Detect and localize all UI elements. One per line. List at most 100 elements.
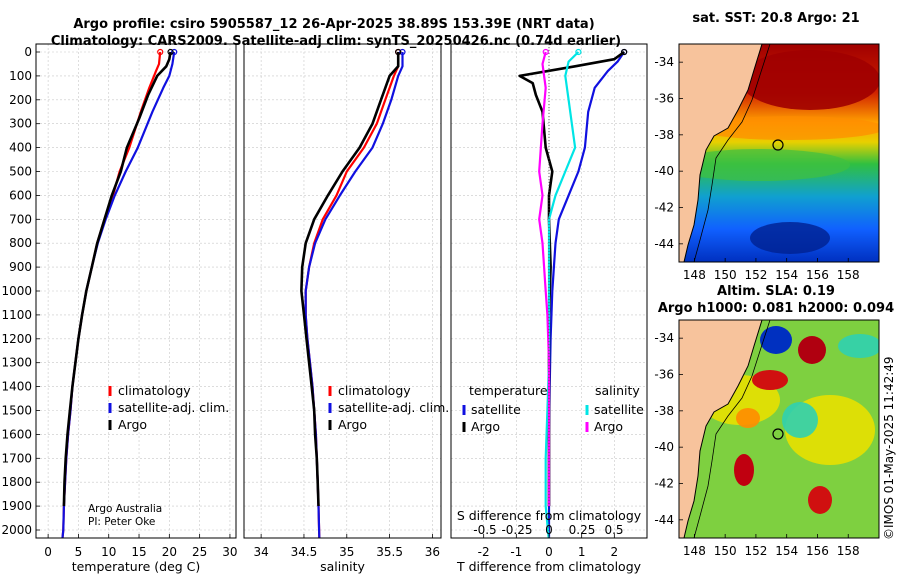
difference-legend-label: satellite <box>594 402 644 417</box>
sla_map-xtick-label: 148 <box>683 544 706 558</box>
difference-line-salinity-satellite <box>544 51 580 538</box>
difference-panel: -2 -1 0 1 2T difference from climatology S di… <box>450 43 648 574</box>
salinity-xlabel: salinity <box>320 559 365 574</box>
difference-top-tick-label: -0.25 <box>501 523 532 537</box>
sla-shelf-contour <box>693 320 771 538</box>
sst_map-xtick-label: 154 <box>775 268 798 282</box>
sst-orange-band <box>695 116 879 140</box>
salinity-surface-marker <box>395 48 402 56</box>
difference-top-tick-label: 0 <box>545 523 553 537</box>
sla_map-xtick-label: 158 <box>837 544 860 558</box>
salinity-xtick-label: 35.5 <box>376 545 403 559</box>
temperature-surface-marker <box>171 48 178 56</box>
sst_map-xtick-label: 150 <box>714 268 737 282</box>
temperature-ytick-label: 1600 <box>1 427 32 441</box>
salinity-legend-label: Argo <box>338 417 367 432</box>
sla-map-title-line2: Argo h1000: 0.081 h2000: 0.094 <box>658 301 894 316</box>
temperature-ytick-label: 600 <box>9 188 32 202</box>
sla_map-ytick-label: -36 <box>654 368 674 382</box>
temperature-legend-label: satellite-adj. clim. <box>118 400 229 415</box>
sla-map-frame <box>678 319 880 539</box>
temperature-ytick-label: 1500 <box>1 404 32 418</box>
sla-red-c <box>734 454 754 486</box>
temperature-ytick-label: 1400 <box>1 380 32 394</box>
sst-argo-marker <box>772 139 784 151</box>
sla_map-xtick-label: 150 <box>714 544 737 558</box>
sla_map-xtick-label: 154 <box>775 544 798 558</box>
difference-legend-label: satellite <box>471 402 521 417</box>
copyright-label: ©IMOS 01-May-2025 11:42:49 <box>882 356 896 540</box>
sst-map-panel: sat. SST: 20.8 Argo: 21 148 150 152 154 156 1… <box>654 11 880 282</box>
salinity-surface-marker <box>399 48 406 56</box>
salinity-xtick-label: 35 <box>339 545 354 559</box>
difference-line-salinity-argo <box>538 51 551 507</box>
sst_map-xtick-label: 152 <box>744 268 767 282</box>
difference-xtick-label: 0 <box>545 545 553 559</box>
temperature-ytick-label: 100 <box>9 69 32 83</box>
sla-land <box>679 320 763 538</box>
sla_map-ytick-label: -42 <box>654 477 674 491</box>
temperature-ytick-label: 1100 <box>1 308 32 322</box>
salinity-xtick-label: 36 <box>425 545 440 559</box>
temperature-ytick-label: 900 <box>9 260 32 274</box>
temperature-surface-marker <box>167 48 174 56</box>
temperature-xtick-label: 30 <box>222 545 237 559</box>
difference-legend-label: Argo <box>471 419 500 434</box>
sst-warm-core <box>740 50 879 110</box>
salinity-grid <box>244 44 441 538</box>
difference-legend-header-salinity: salinity <box>595 383 640 398</box>
temperature-ytick-label: 1000 <box>1 284 32 298</box>
credit-line1: Argo Australia <box>88 503 162 515</box>
salinity-line-climatology <box>304 52 400 538</box>
difference-series-group <box>518 48 628 538</box>
sla-cyan-b <box>782 402 818 438</box>
difference-xtick-label: 1 <box>578 545 586 559</box>
temperature-ytick-label: 800 <box>9 236 32 250</box>
difference-xtick-label: 2 <box>611 545 619 559</box>
difference-surface-marker <box>575 48 582 56</box>
salinity-xtick-label: 34 <box>253 545 268 559</box>
salinity-series-group <box>300 48 406 538</box>
temperature-line-argo <box>62 51 172 507</box>
difference-top-tick-label: 0.25 <box>569 523 596 537</box>
sst_map-xtick-label: 158 <box>837 268 860 282</box>
difference-top-tick-label: -0.5 <box>473 523 496 537</box>
salinity-line-satellite-adj-clim- <box>304 52 404 538</box>
salinity-xtick-label: 34.5 <box>291 545 318 559</box>
sla_map-ytick-label: -44 <box>654 513 674 527</box>
sla_map-ytick-label: -40 <box>654 440 674 454</box>
temperature-ytick-label: 1700 <box>1 451 32 465</box>
sst-land <box>679 44 763 262</box>
temperature-xtick-label: 15 <box>131 545 146 559</box>
sst_map-xtick-label: 148 <box>683 268 706 282</box>
salinity-panel: 34 34.5 35 35.5 36 salinity climatology satelli… <box>243 43 449 574</box>
sst-green-patch <box>679 149 850 181</box>
temperature-ytick-label: 300 <box>9 117 32 131</box>
difference-top-axis-label: S difference from climatology <box>457 508 642 523</box>
difference-surface-marker <box>621 48 628 56</box>
temperature-ytick-label: 400 <box>9 141 32 155</box>
sla-blue-eddy <box>760 326 792 354</box>
sst-map-frame <box>678 43 880 263</box>
difference-xlabel: T difference from climatology <box>456 559 642 574</box>
temperature-legend-label: climatology <box>118 383 191 398</box>
sla-map-panel: Altim. SLA: 0.19 Argo h1000: 0.081 h2000… <box>654 284 894 558</box>
sla_map-ytick-label: -34 <box>654 331 674 345</box>
sst-shelf-contour <box>693 44 771 262</box>
sla-map-title-line1: Altim. SLA: 0.19 <box>717 284 835 299</box>
temperature-xtick-label: 0 <box>44 545 52 559</box>
sla_map-xtick-label: 156 <box>806 544 829 558</box>
temperature-xtick-label: 5 <box>75 545 83 559</box>
difference-legend-label: Argo <box>594 419 623 434</box>
difference-xtick-label: -1 <box>510 545 522 559</box>
difference-legend-header-temperature: temperature <box>469 383 548 398</box>
figure-title-line1: Argo profile: csiro 5905587_12 26-Apr-20… <box>73 17 594 32</box>
temperature-ytick-label: 700 <box>9 212 32 226</box>
sst_map-ytick-label: -34 <box>654 55 674 69</box>
difference-xtick-label: -2 <box>478 545 490 559</box>
temperature-ytick-label: 1300 <box>1 356 32 370</box>
temperature-surface-marker <box>157 48 164 56</box>
temperature-ytick-label: 1200 <box>1 332 32 346</box>
difference-line-temperature-satellite <box>547 51 626 538</box>
